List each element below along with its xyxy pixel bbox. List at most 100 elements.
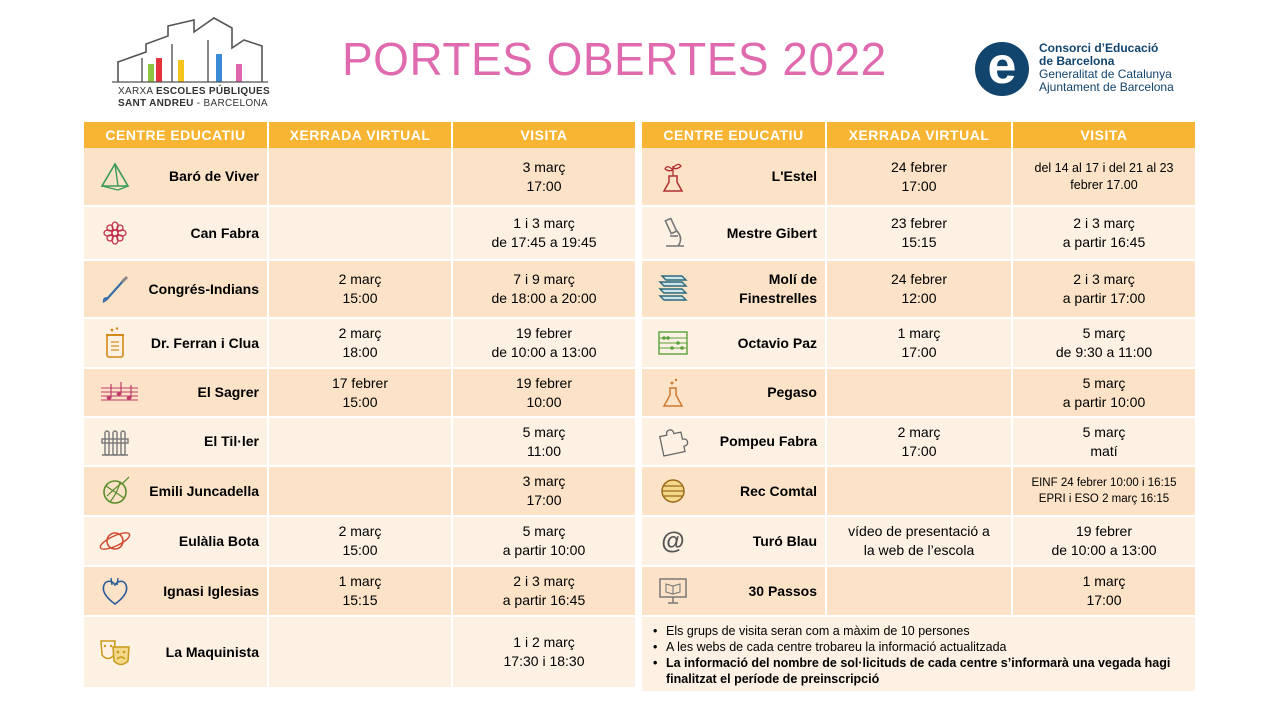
consorci-e-icon: e bbox=[975, 37, 1029, 96]
visita-cell: 2 i 3 març a partir 16:45 bbox=[1012, 206, 1197, 261]
puzzle-icon bbox=[659, 428, 689, 457]
centre-cell: Congrés-Indians bbox=[84, 260, 269, 319]
xerrada-cell bbox=[268, 148, 453, 207]
centre-cell: Rec Comtal bbox=[642, 466, 827, 517]
centre-cell: Ignasi Iglesias bbox=[84, 566, 269, 617]
notes-list: Els grups de visita seran com a màxim de… bbox=[652, 623, 1185, 687]
test-tubes-icon bbox=[101, 429, 129, 456]
table-row: La Maquinista 1 i 2 març 17:30 i 18:30 bbox=[84, 616, 637, 689]
music-notes-icon bbox=[101, 381, 138, 400]
centre-cell: Pegaso bbox=[642, 368, 827, 418]
paintbrush-icon bbox=[102, 275, 129, 303]
monitor-book-icon bbox=[659, 578, 687, 604]
centre-cell: Eulàlia Bota bbox=[84, 516, 269, 567]
left-schedule-table: CENTRE EDUCATIU XERRADA VIRTUAL VISITA B… bbox=[84, 122, 637, 689]
xerrada-cell: 2 març 15:00 bbox=[268, 516, 453, 567]
xarxa-escoles-logo: XARXA ESCOLES PÚBLIQUES SANT ANDREU - BA… bbox=[112, 14, 272, 112]
column-header-xerrada: XERRADA VIRTUAL bbox=[268, 122, 453, 148]
visita-cell: 5 març a partir 10:00 bbox=[452, 516, 637, 567]
books-icon bbox=[658, 275, 688, 301]
visita-cell: 3 març 17:00 bbox=[452, 466, 637, 517]
column-header-centre: CENTRE EDUCATIU bbox=[84, 122, 269, 148]
consorci-logo: e Consorci d’Educació de Barcelona Gener… bbox=[975, 37, 1185, 102]
centre-cell: Dr. Ferran i Clua bbox=[84, 318, 269, 369]
table-row: Octavio Paz 1 març 17:00 5 març de 9:30 a … bbox=[642, 318, 1197, 369]
xerrada-cell: 24 febrer 17:00 bbox=[826, 148, 1013, 207]
table-row: Rec Comtal EINF 24 febrer 10:00 i 16:15 E… bbox=[642, 466, 1197, 517]
centre-cell: La Maquinista bbox=[84, 616, 269, 689]
visita-cell: 5 març de 9:30 a 11:00 bbox=[1012, 318, 1197, 369]
abacus-icon bbox=[658, 331, 688, 355]
visita-cell: 2 i 3 març a partir 17:00 bbox=[1012, 260, 1197, 319]
plant-flask-icon bbox=[662, 163, 684, 192]
xerrada-cell: 2 març 17:00 bbox=[826, 417, 1013, 467]
table-row: L'Estel 24 febrer 17:00 del 14 al 17 i de… bbox=[642, 148, 1197, 207]
flower-icon bbox=[103, 221, 127, 245]
visita-cell: 5 març a partir 10:00 bbox=[1012, 368, 1197, 418]
xerrada-cell bbox=[826, 368, 1013, 418]
pyramid-icon bbox=[100, 161, 130, 191]
xerrada-cell bbox=[268, 417, 453, 467]
xerrada-cell: vídeo de presentació a la web de l’escola bbox=[826, 516, 1013, 567]
column-header-visita: VISITA bbox=[452, 122, 637, 148]
visita-cell: EINF 24 febrer 10:00 i 16:15 EPRI i ESO 2… bbox=[1012, 466, 1197, 517]
right-schedule-table: CENTRE EDUCATIU XERRADA VIRTUAL VISITA L… bbox=[642, 122, 1197, 693]
centre-cell: Octavio Paz bbox=[642, 318, 827, 369]
centre-cell: El Sagrer bbox=[84, 368, 269, 418]
column-header-xerrada: XERRADA VIRTUAL bbox=[826, 122, 1013, 148]
visita-cell: 1 març 17:00 bbox=[1012, 566, 1197, 617]
xerrada-cell: 2 març 18:00 bbox=[268, 318, 453, 369]
jupiter-icon bbox=[661, 479, 685, 503]
table-row: Eulàlia Bota 2 març 15:00 5 març a partir … bbox=[84, 516, 637, 567]
xerrada-cell: 24 febrer 12:00 bbox=[826, 260, 1013, 319]
xerrada-cell bbox=[826, 466, 1013, 517]
table-row: @ Turó Blau vídeo de presentació a la web… bbox=[642, 516, 1197, 567]
centre-cell: Mestre Gibert bbox=[642, 206, 827, 261]
note-item: Els grups de visita seran com a màxim de… bbox=[653, 623, 1185, 639]
page-title: PORTES OBERTES 2022 bbox=[342, 33, 887, 85]
notes-row: Els grups de visita seran com a màxim de… bbox=[642, 616, 1197, 693]
table-row: El Sagrer 17 febrer 15:00 19 febrer 10:00 bbox=[84, 368, 637, 418]
xerrada-cell: 2 març 15:00 bbox=[268, 260, 453, 319]
table-row: Mestre Gibert 23 febrer 15:15 2 i 3 març a… bbox=[642, 206, 1197, 261]
table-row: Emili Juncadella 3 març 17:00 bbox=[84, 466, 637, 517]
table-row: Pompeu Fabra 2 març 17:00 5 març matí bbox=[642, 417, 1197, 467]
visita-cell: 7 i 9 març de 18:00 a 20:00 bbox=[452, 260, 637, 319]
jar-icon bbox=[106, 327, 124, 358]
xerrada-cell: 23 febrer 15:15 bbox=[826, 206, 1013, 261]
visita-cell: 19 febrer de 10:00 a 13:00 bbox=[452, 318, 637, 369]
visita-cell: 1 i 3 març de 17:45 a 19:45 bbox=[452, 206, 637, 261]
table-row: 30 Passos 1 març 17:00 bbox=[642, 566, 1197, 617]
centre-cell: L'Estel bbox=[642, 148, 827, 207]
xerrada-cell: 1 març 15:15 bbox=[268, 566, 453, 617]
note-item: A les webs de cada centre trobareu la in… bbox=[653, 639, 1185, 655]
centre-cell: Baró de Viver bbox=[84, 148, 269, 207]
at-sign-icon: @ bbox=[661, 528, 684, 555]
visita-cell: 1 i 2 març 17:30 i 18:30 bbox=[452, 616, 637, 689]
microscope-icon bbox=[664, 217, 684, 247]
note-item: La informació del nombre de sol·licituds… bbox=[653, 655, 1185, 687]
centre-cell: Molí de Finestrelles bbox=[642, 260, 827, 319]
svg-text:@: @ bbox=[661, 528, 684, 555]
centre-cell: 30 Passos bbox=[642, 566, 827, 617]
table-row: Pegaso 5 març a partir 10:00 bbox=[642, 368, 1197, 418]
xerrada-cell bbox=[268, 616, 453, 689]
centre-cell: Can Fabra bbox=[84, 206, 269, 261]
buildings-logo-icon bbox=[112, 17, 268, 83]
visita-cell: 19 febrer de 10:00 a 13:00 bbox=[1012, 516, 1197, 567]
planet-icon bbox=[99, 532, 131, 550]
theater-masks-icon bbox=[100, 640, 130, 666]
xerrada-cell bbox=[826, 566, 1013, 617]
table-row: Can Fabra 1 i 3 març de 17:45 a 19:45 bbox=[84, 206, 637, 261]
table-row: Ignasi Iglesias 1 març 15:15 2 i 3 març a … bbox=[84, 566, 637, 617]
table-row: El Til·ler 5 març 11:00 bbox=[84, 417, 637, 467]
visita-cell: 3 març 17:00 bbox=[452, 148, 637, 207]
table-header-row: CENTRE EDUCATIU XERRADA VIRTUAL VISITA bbox=[84, 122, 637, 148]
xerrada-cell: 1 març 17:00 bbox=[826, 318, 1013, 369]
flask-icon bbox=[662, 378, 684, 407]
table-row: Molí de Finestrelles 24 febrer 12:00 2 i 3… bbox=[642, 260, 1197, 319]
column-header-visita: VISITA bbox=[1012, 122, 1197, 148]
heart-icon bbox=[102, 577, 128, 605]
table-row: Congrés-Indians 2 març 15:00 7 i 9 març de… bbox=[84, 260, 637, 319]
notes-cell: Els grups de visita seran com a màxim de… bbox=[642, 616, 1197, 693]
